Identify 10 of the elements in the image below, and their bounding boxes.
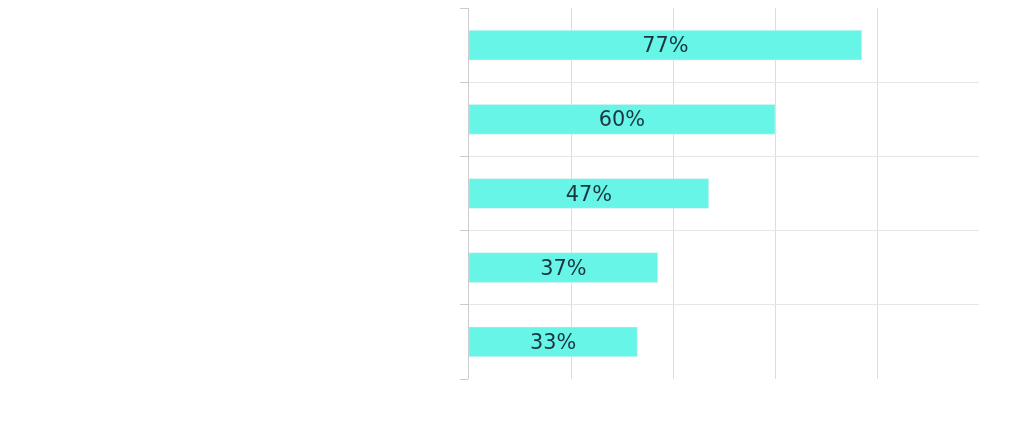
data-label: 33% xyxy=(530,330,577,354)
bar xyxy=(469,30,862,61)
data-label: 60% xyxy=(598,107,646,132)
data-label: 47% xyxy=(565,181,612,206)
bar xyxy=(469,178,709,209)
bar xyxy=(469,326,638,357)
bar xyxy=(469,104,776,135)
bar xyxy=(469,252,658,283)
data-label: 37% xyxy=(540,255,587,280)
data-label: 77% xyxy=(642,33,689,58)
